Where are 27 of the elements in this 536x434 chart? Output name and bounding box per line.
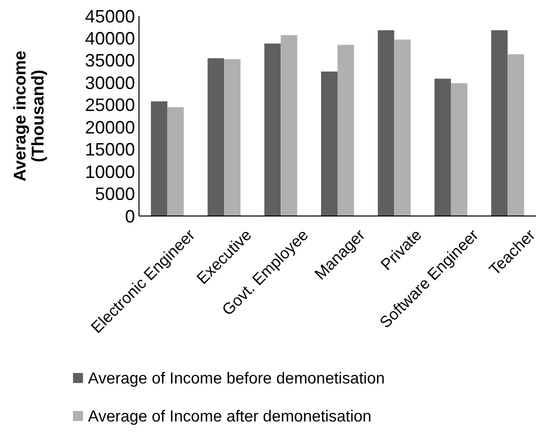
bar [394, 40, 411, 216]
y-tick-label: 10000 [84, 162, 135, 182]
legend-label: Average of Income after demonetisation [88, 408, 372, 426]
bar [264, 44, 281, 216]
bar [321, 72, 338, 216]
legend-label: Average of Income before demonetisation [88, 370, 385, 388]
bar [224, 59, 241, 216]
bar [208, 58, 224, 216]
bar [508, 54, 524, 216]
y-tick-label: 25000 [84, 95, 135, 116]
bar [167, 107, 184, 216]
y-tick-label: 45000 [84, 6, 135, 26]
bar [491, 30, 508, 216]
y-axis-title: Average income (Thousand) [10, 50, 48, 182]
bar [450, 83, 468, 216]
y-tick-label: 15000 [84, 140, 135, 160]
y-tick-label: 40000 [84, 28, 135, 49]
y-tick-label: 35000 [84, 50, 135, 71]
y-tick-label: 20000 [84, 117, 135, 138]
y-tick-label: 5000 [94, 184, 135, 204]
bar [434, 78, 451, 216]
bar [378, 30, 394, 216]
y-tick-label: 0 [124, 206, 135, 226]
bar [338, 44, 354, 216]
y-tick-label: 30000 [84, 72, 135, 93]
bar [280, 35, 298, 216]
bar [150, 101, 168, 216]
